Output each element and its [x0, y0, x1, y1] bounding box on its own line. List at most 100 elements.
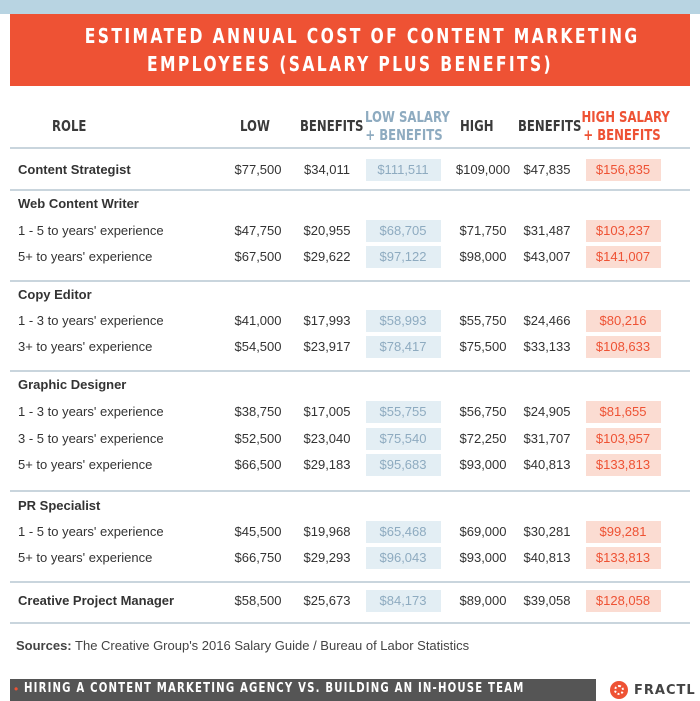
role-label: Creative Project Manager [18, 593, 175, 608]
col-benefits-high-header: BENEFITS [518, 117, 582, 135]
cell-benefits-high: $24,466 [523, 313, 571, 328]
cell-low-total: $84,173 [379, 593, 427, 608]
role-group-label: Copy Editor [18, 287, 92, 302]
low-total-cell-bg [366, 590, 441, 612]
cell-high: $109,000 [455, 162, 511, 177]
role-label: 5+ to years' experience [18, 550, 153, 565]
sources-note: Sources: The Creative Group's 2016 Salar… [16, 638, 469, 653]
low-total-cell-bg [366, 547, 441, 569]
high-total-cell-bg [586, 246, 661, 268]
cell-high: $55,750 [459, 313, 507, 328]
cell-low: $47,750 [234, 223, 282, 238]
high-total-cell-bg [586, 547, 661, 569]
cell-high-total: $156,835 [595, 162, 651, 177]
cell-high: $69,000 [459, 524, 507, 539]
cell-low: $54,500 [234, 339, 282, 354]
cell-low-total: $55,755 [379, 404, 427, 419]
cell-low-total: $75,540 [379, 431, 427, 446]
role-label: 3+ to years' experience [18, 339, 153, 354]
high-total-cell-bg [586, 521, 661, 543]
cell-high-total: $128,058 [595, 593, 651, 608]
cell-high: $71,750 [459, 223, 507, 238]
cell-low: $45,500 [234, 524, 282, 539]
cell-benefits-low: $23,917 [303, 339, 351, 354]
row-separator [10, 490, 690, 492]
cell-benefits-high: $39,058 [523, 593, 571, 608]
role-group-label: PR Specialist [18, 498, 101, 513]
cell-high-total: $80,216 [599, 313, 647, 328]
cell-benefits-high: $30,281 [523, 524, 571, 539]
role-label: 1 - 3 to years' experience [18, 313, 164, 328]
cell-high-total: $81,655 [599, 404, 647, 419]
cell-benefits-high: $40,813 [523, 457, 571, 472]
footer-text: HIRING A CONTENT MARKETING AGENCY VS. BU… [24, 681, 525, 696]
cell-high-total: $133,813 [595, 550, 651, 565]
low-total-cell-bg [366, 521, 441, 543]
top-accent-bar [0, 0, 700, 14]
col-benefits-low-header: BENEFITS [300, 117, 364, 135]
brand-name: FRACTL [634, 682, 696, 698]
cell-benefits-high: $24,905 [523, 404, 571, 419]
cell-high: $56,750 [459, 404, 507, 419]
cell-low-total: $96,043 [379, 550, 427, 565]
role-label: 3 - 5 to years' experience [18, 431, 164, 446]
cell-benefits-low: $23,040 [303, 431, 351, 446]
row-separator [10, 370, 690, 372]
cell-benefits-high: $40,813 [523, 550, 571, 565]
cell-high: $93,000 [459, 457, 507, 472]
low-total-cell-bg [366, 428, 441, 450]
brand: FRACTL [610, 680, 696, 700]
cell-benefits-high: $31,487 [523, 223, 571, 238]
cell-high: $93,000 [459, 550, 507, 565]
cell-low: $52,500 [234, 431, 282, 446]
cell-low: $66,750 [234, 550, 282, 565]
cell-high: $72,250 [459, 431, 507, 446]
cell-low-total: $68,705 [379, 223, 427, 238]
cell-benefits-low: $19,968 [303, 524, 351, 539]
role-label: 5+ to years' experience [18, 249, 153, 264]
high-total-cell-bg [586, 310, 661, 332]
role-label: 1 - 5 to years' experience [18, 524, 164, 539]
col-low-total-line2: + BENEFITS [365, 126, 443, 144]
cell-high-total: $108,633 [595, 339, 651, 354]
col-high-total-line1: HIGH SALARY [581, 108, 670, 126]
col-low-header: LOW [240, 117, 270, 135]
cell-high-total: $99,281 [599, 524, 647, 539]
cell-high-total: $103,957 [595, 431, 651, 446]
cell-high-total: $103,237 [595, 223, 651, 238]
cell-benefits-low: $29,293 [303, 550, 351, 565]
cell-low-total: $78,417 [379, 339, 427, 354]
high-total-cell-bg [586, 428, 661, 450]
low-total-cell-bg [366, 310, 441, 332]
role-label: 1 - 3 to years' experience [18, 404, 164, 419]
col-high-header: HIGH [460, 117, 494, 135]
high-total-cell-bg [586, 590, 661, 612]
row-separator [10, 147, 690, 149]
low-total-cell-bg [366, 454, 441, 476]
cell-low-total: $97,122 [379, 249, 427, 264]
row-separator [10, 280, 690, 282]
cell-benefits-low: $20,955 [303, 223, 351, 238]
low-total-cell-bg [366, 401, 441, 423]
cell-low-total: $58,993 [379, 313, 427, 328]
role-group-label: Graphic Designer [18, 377, 127, 392]
row-separator [10, 622, 690, 624]
sources-text: The Creative Group's 2016 Salary Guide /… [75, 638, 470, 653]
cell-low: $66,500 [234, 457, 282, 472]
title-line-1: ESTIMATED ANNUAL COST OF CONTENT MARKETI… [84, 24, 640, 48]
cell-low: $58,500 [234, 593, 282, 608]
high-total-cell-bg [586, 159, 661, 181]
col-high-total-line2: + BENEFITS [583, 126, 661, 144]
cell-benefits-low: $17,993 [303, 313, 351, 328]
cell-low: $41,000 [234, 313, 282, 328]
col-high-total-header: HIGH SALARY + BENEFITS [581, 108, 670, 144]
low-total-cell-bg [366, 336, 441, 358]
cell-benefits-high: $31,707 [523, 431, 571, 446]
role-label: 1 - 5 to years' experience [18, 223, 164, 238]
title-line-2: EMPLOYEES (SALARY PLUS BENEFITS) [146, 52, 554, 76]
footer-bullet: • [14, 682, 19, 696]
cell-benefits-low: $29,622 [303, 249, 351, 264]
row-separator [10, 189, 690, 191]
cell-low-total: $95,683 [379, 457, 427, 472]
cell-high-total: $141,007 [595, 249, 651, 264]
